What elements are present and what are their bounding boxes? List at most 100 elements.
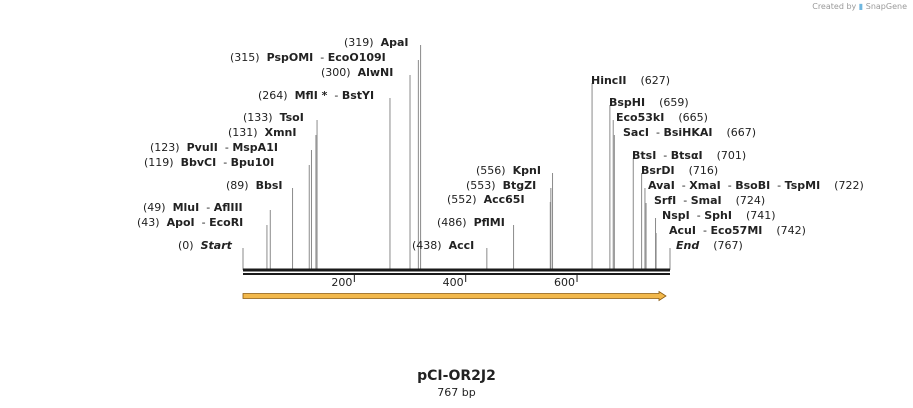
site-label[interactable]: BspHI (659) bbox=[609, 96, 689, 109]
site-separator: - bbox=[327, 89, 341, 102]
ruler-tick-label: 600 bbox=[554, 276, 575, 289]
enzyme-name: BsoBI bbox=[735, 179, 770, 192]
ruler-tick-label: 400 bbox=[443, 276, 464, 289]
site-label[interactable]: Eco53kI (665) bbox=[616, 111, 708, 124]
site-separator: - bbox=[199, 201, 213, 214]
plasmid-name: pCI-OR2J2 bbox=[417, 368, 496, 384]
site-gap bbox=[260, 51, 267, 64]
site-label[interactable]: AcuI - Eco57MI (742) bbox=[669, 224, 806, 237]
site-position: (701) bbox=[717, 149, 747, 162]
site-label[interactable]: (43) ApoI - EcoRI bbox=[137, 216, 243, 229]
site-label[interactable]: (552) Acc65I bbox=[447, 193, 525, 206]
enzyme-name: BspHI bbox=[609, 96, 645, 109]
enzyme-name: ApaI bbox=[381, 36, 409, 49]
enzyme-name: SacI bbox=[623, 126, 649, 139]
site-label[interactable]: AvaI - XmaI - BsoBI - TspMI (722) bbox=[648, 179, 864, 192]
site-position: (89) bbox=[226, 179, 249, 192]
site-label[interactable]: (89) BbsI bbox=[226, 179, 283, 192]
site-gap bbox=[467, 216, 474, 229]
credit-text: Created by bbox=[812, 2, 857, 11]
site-gap bbox=[273, 111, 280, 124]
enzyme-name: KpnI bbox=[513, 164, 541, 177]
site-position: (0) bbox=[178, 239, 194, 252]
site-position: (665) bbox=[678, 111, 708, 124]
site-label[interactable]: (133) TsoI bbox=[243, 111, 304, 124]
site-position: (123) bbox=[150, 141, 180, 154]
site-position: (742) bbox=[776, 224, 806, 237]
sequence-backbone bbox=[243, 268, 670, 275]
site-gap bbox=[675, 164, 689, 177]
enzyme-name: AccI bbox=[449, 239, 475, 252]
site-gap bbox=[627, 74, 641, 87]
site-position: (552) bbox=[447, 193, 477, 206]
site-label[interactable]: SacI - BsiHKAI (667) bbox=[623, 126, 756, 139]
site-gap bbox=[699, 239, 713, 252]
site-separator: - bbox=[218, 141, 232, 154]
site-gap bbox=[477, 193, 484, 206]
site-label[interactable]: HincII (627) bbox=[591, 74, 670, 87]
enzyme-name: SphI bbox=[704, 209, 732, 222]
enzyme-name: SrfI bbox=[654, 194, 676, 207]
site-label[interactable]: (438) AccI bbox=[412, 239, 474, 252]
site-gap bbox=[174, 156, 181, 169]
site-position: (131) bbox=[228, 126, 258, 139]
site-label[interactable]: (315) PspOMI - EcoO109I bbox=[230, 51, 386, 64]
site-label[interactable]: (123) PvuII - MspA1I bbox=[150, 141, 278, 154]
enzyme-name: PspOMI bbox=[267, 51, 314, 64]
site-position: (264) bbox=[258, 89, 288, 102]
site-gap bbox=[820, 179, 834, 192]
enzyme-name: Eco57MI bbox=[710, 224, 762, 237]
enzyme-name: BstYI bbox=[342, 89, 374, 102]
site-position: (724) bbox=[736, 194, 766, 207]
site-position: (716) bbox=[689, 164, 719, 177]
site-label[interactable]: (319) ApaI bbox=[344, 36, 409, 49]
site-position: (315) bbox=[230, 51, 260, 64]
enzyme-name: PvuII bbox=[187, 141, 218, 154]
enzyme-name: AflIII bbox=[214, 201, 243, 214]
snapgene-credit: Created by ▮ SnapGene bbox=[812, 2, 907, 11]
site-position: (667) bbox=[726, 126, 756, 139]
site-gap bbox=[288, 89, 295, 102]
enzyme-name: MspA1I bbox=[232, 141, 278, 154]
enzyme-name: BtsI bbox=[632, 149, 656, 162]
site-gap bbox=[712, 126, 726, 139]
site-label[interactable]: BsrDI (716) bbox=[641, 164, 718, 177]
site-gap bbox=[194, 239, 201, 252]
site-label[interactable]: (119) BbvCI - Bpu10I bbox=[144, 156, 274, 169]
site-label[interactable]: (556) KpnI bbox=[476, 164, 541, 177]
plasmid-length: 767 bp bbox=[437, 386, 476, 399]
site-position: (627) bbox=[641, 74, 671, 87]
enzyme-name: ApoI bbox=[167, 216, 195, 229]
site-label[interactable]: (131) XmnI bbox=[228, 126, 296, 139]
site-label[interactable]: (486) PflMI bbox=[437, 216, 505, 229]
site-gap bbox=[351, 66, 358, 79]
enzyme-name: XmnI bbox=[265, 126, 297, 139]
enzyme-name: Start bbox=[201, 239, 233, 252]
feature-arrow-shape[interactable] bbox=[242, 290, 667, 302]
site-label[interactable]: (49) MluI - AflIII bbox=[143, 201, 243, 214]
site-gap bbox=[664, 111, 678, 124]
site-label[interactable]: (264) MflI * - BstYI bbox=[258, 89, 374, 102]
site-position: (49) bbox=[143, 201, 166, 214]
enzyme-name: Eco53kI bbox=[616, 111, 664, 124]
site-position: (119) bbox=[144, 156, 174, 169]
site-position: (133) bbox=[243, 111, 273, 124]
enzyme-name: AvaI bbox=[648, 179, 675, 192]
site-separator: - bbox=[656, 149, 670, 162]
site-gap bbox=[258, 126, 265, 139]
site-gap bbox=[506, 164, 513, 177]
site-label[interactable]: (553) BtgZI bbox=[466, 179, 536, 192]
site-label[interactable]: (300) AlwNI bbox=[321, 66, 393, 79]
enzyme-name: TsoI bbox=[280, 111, 304, 124]
site-gap bbox=[249, 179, 256, 192]
site-label[interactable]: SrfI - SmaI (724) bbox=[654, 194, 765, 207]
site-label[interactable]: (0) Start bbox=[178, 239, 233, 252]
site-position: (767) bbox=[713, 239, 743, 252]
site-label[interactable]: NspI - SphI (741) bbox=[662, 209, 776, 222]
enzyme-name: TspMI bbox=[785, 179, 821, 192]
enzyme-name: Acc65I bbox=[484, 193, 525, 206]
site-label[interactable]: End (767) bbox=[676, 239, 743, 252]
enzyme-name: AcuI bbox=[669, 224, 696, 237]
site-label[interactable]: BtsI - BtsαI (701) bbox=[632, 149, 746, 162]
site-position: (486) bbox=[437, 216, 467, 229]
